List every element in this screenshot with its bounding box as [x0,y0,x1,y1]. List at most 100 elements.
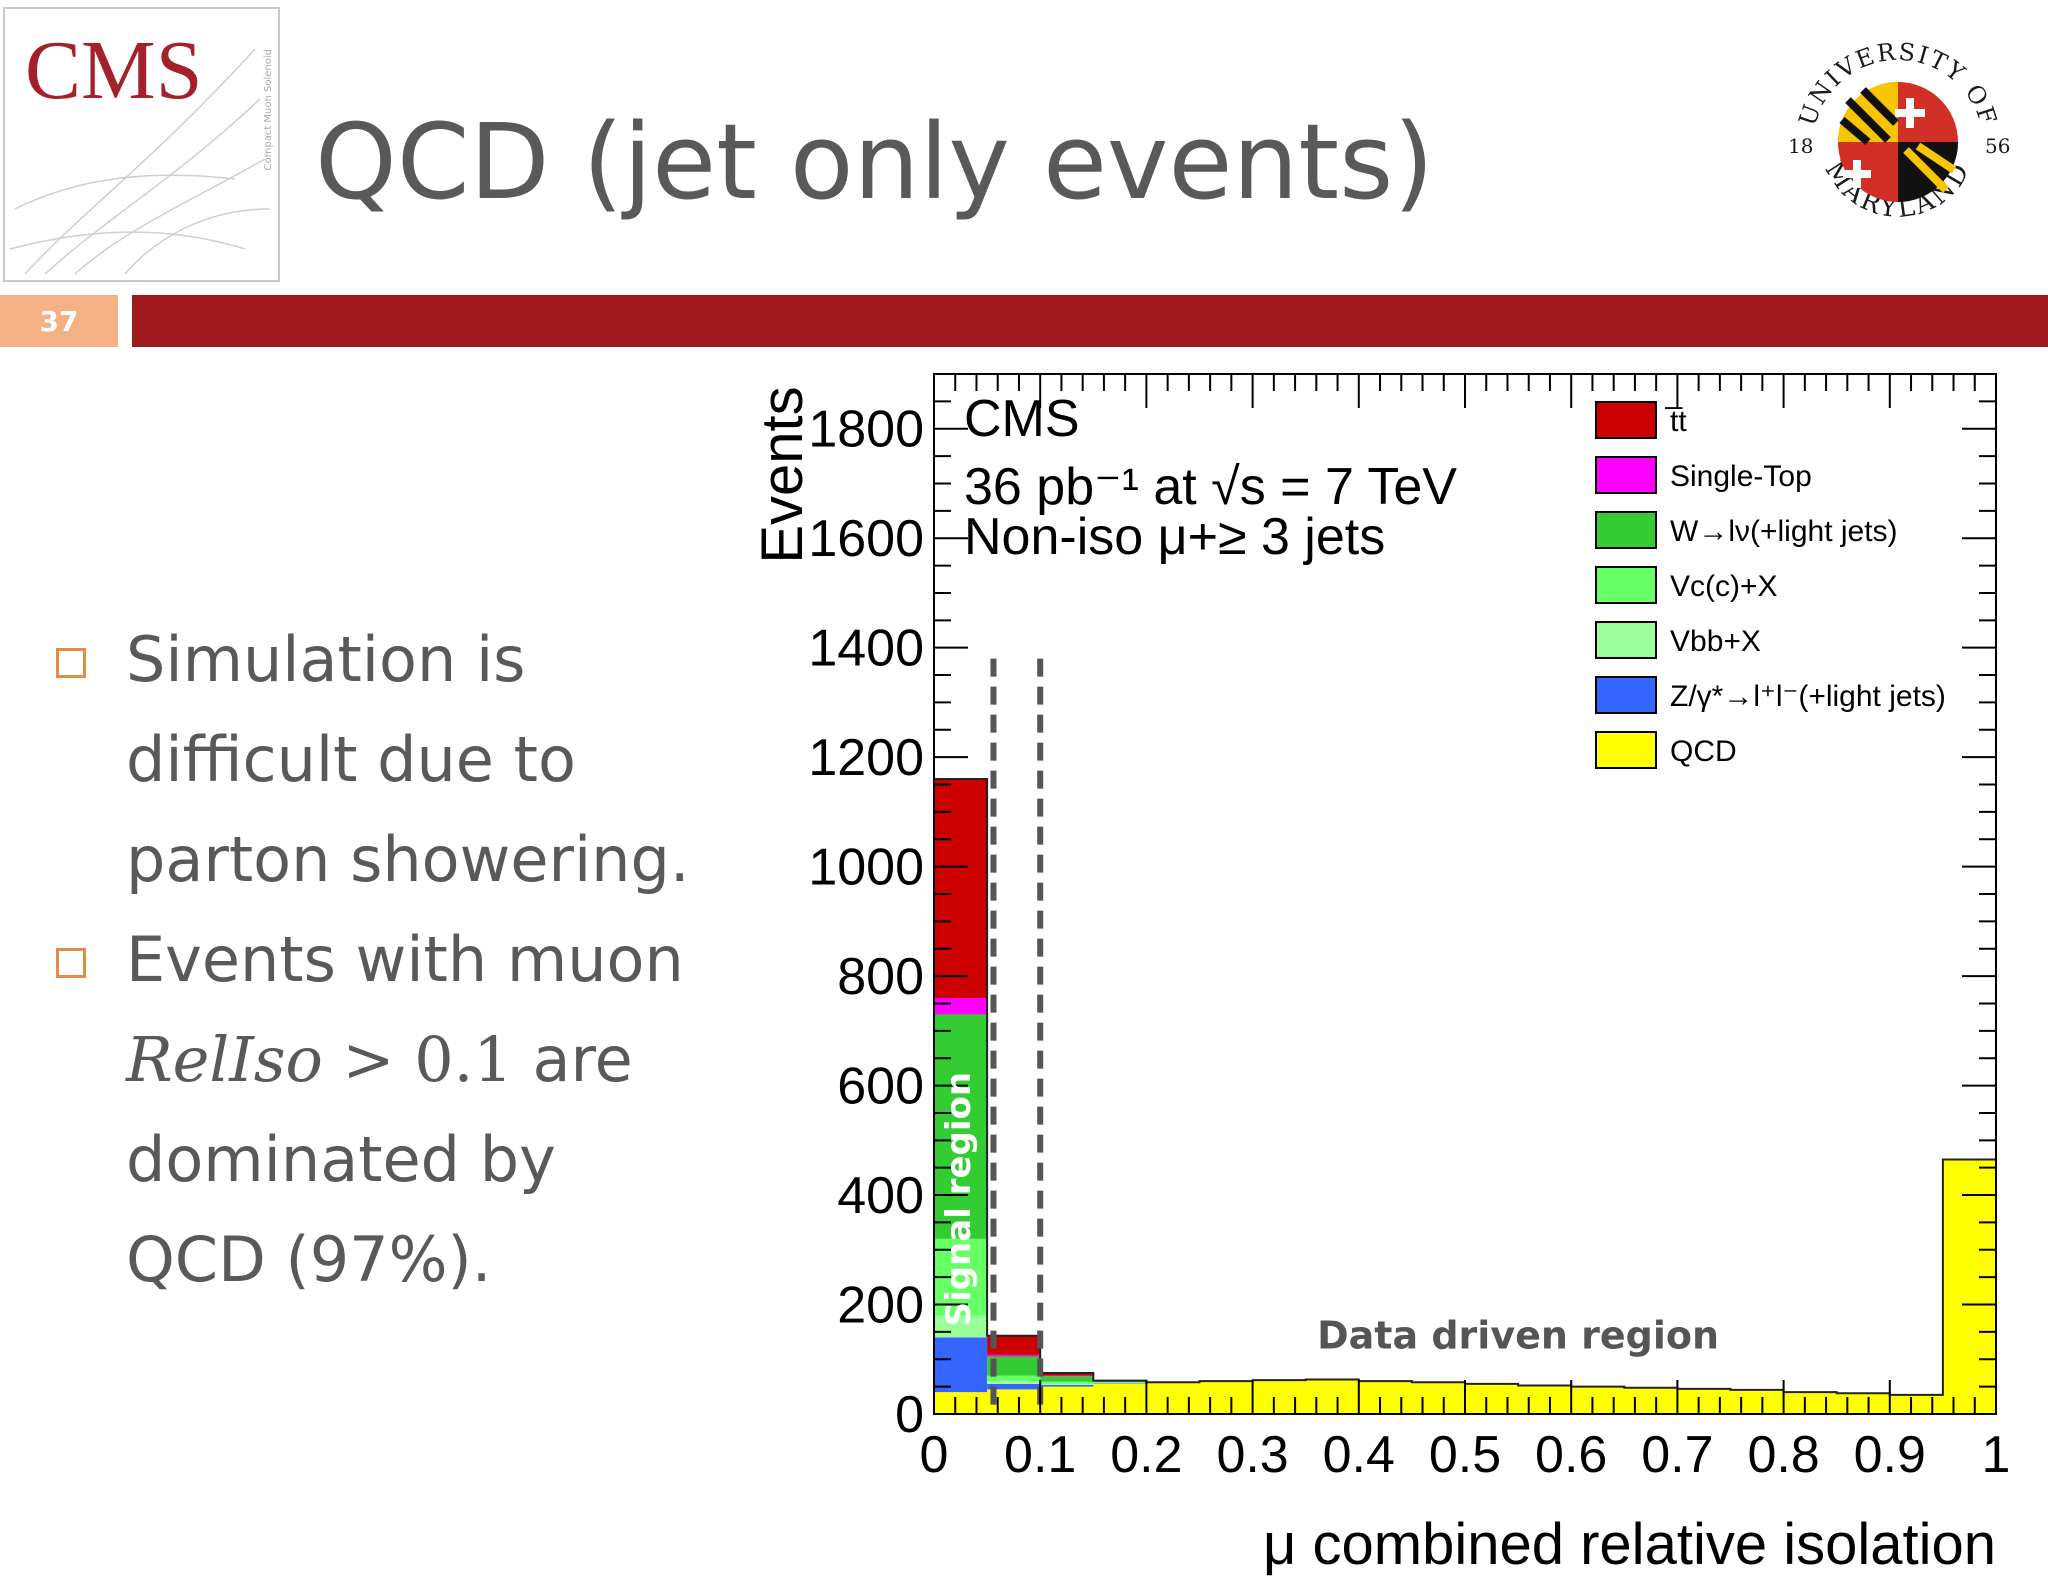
histogram-bar [1677,1388,1731,1414]
legend-swatch [1595,731,1657,769]
histogram-bar [987,1381,1041,1384]
y-tick-label: 0 [895,1386,924,1444]
bullet-line: parton showering. [126,823,690,896]
histogram-bar [1889,1394,1943,1414]
slide-number: 37 [0,295,118,347]
histogram-bar [987,1354,1041,1357]
x-tick-labels: 0 0.1 0.2 0.3 0.4 0.5 0.6 0.7 0.8 0.9 1 [920,1426,2011,1484]
bullet-line: dominated by [126,1123,556,1196]
histogram-bar [1040,1372,1094,1376]
histogram-bar [934,1337,988,1393]
bullet-line: difficult due to [126,723,576,796]
math-variable: RelIso [126,1023,323,1096]
histogram-bar [1040,1381,1094,1384]
seal-right-year: 56 [1985,134,2010,158]
histogram-bar [1571,1386,1625,1414]
legend-swatch [1595,456,1657,494]
x-axis-label: μ combined relative isolation [1263,1512,1996,1577]
histogram-bar [987,1335,1041,1355]
x-tick-label: 0.8 [1747,1426,1819,1484]
histogram-bar [1040,1383,1094,1385]
y-tick-label: 1000 [808,839,924,897]
bullet-line: Events with muon [126,923,684,996]
y-tick-label: 800 [837,948,924,1006]
histogram-bar [1093,1382,1147,1383]
bullet-list: Simulation is difficult due to parton sh… [52,610,732,1310]
histogram-bar [1093,1382,1147,1384]
legend-swatch [1595,676,1657,714]
university-seal: UNIVERSITY OF MARYLAND 18 56 [1788,38,2010,225]
legend-label: Z/γ*→l⁺l⁻(+light jets) [1670,680,1946,713]
y-tick-label: 400 [837,1167,924,1225]
cms-logo-text: CMS [25,24,203,117]
y-tick-label: 200 [837,1277,924,1335]
histogram-bar [1624,1387,1678,1414]
y-tick-label: 1800 [808,401,924,459]
histogram-bar [1040,1386,1094,1414]
bullet-line: Simulation is [126,623,526,696]
seal-emblem [1838,82,1958,202]
legend-swatch [1595,511,1657,549]
bullet-item: Events with muon RelIso > 0.1 are domina… [52,910,732,1310]
histogram-bar [987,1356,1041,1376]
bullet-marker [56,648,86,678]
histogram-bar [1199,1381,1253,1414]
seal-left-year: 18 [1788,134,1813,158]
histogram-bar [1093,1383,1147,1384]
histogram-bar [934,1014,988,1239]
histogram-bar [934,1392,988,1414]
histogram-bar [1305,1379,1359,1414]
histogram-bar [987,1375,1041,1382]
histogram-bar [1093,1383,1147,1414]
legend-swatch [1595,401,1657,439]
x-tick-label: 0.5 [1429,1426,1501,1484]
histogram-bar [1518,1385,1572,1414]
lumi-label: 36 pb⁻¹ at √s = 7 TeV [964,458,1457,516]
histogram-bar [987,1383,1041,1390]
legend-label: Vc(c)+X [1670,570,1778,603]
histogram-bar [1093,1381,1147,1383]
histogram-bar [1942,1159,1996,1414]
histogram-bar [1465,1383,1519,1414]
y-tick-label: 1600 [808,510,924,568]
legend-label: t̅t [1665,405,1688,438]
x-tick-label: 0.7 [1641,1426,1713,1484]
histogram-bar [1411,1382,1465,1414]
histogram-bar [1040,1375,1094,1377]
math-comparison: > 0.1 [322,1023,513,1096]
histogram-bars [933,778,1997,1414]
histogram-bar [1730,1389,1784,1414]
legend-swatch [1595,566,1657,604]
y-tick-label: 600 [837,1058,924,1116]
data-driven-region-label: Data driven region [1317,1313,1719,1357]
chart-legend: t̅t Single-Top W→lν(+light jets) Vc(c)+X Vbb… [1595,401,1946,769]
x-tick-label: 0.6 [1535,1426,1607,1484]
legend-label: QCD [1670,735,1737,768]
x-tick-label: 0.2 [1110,1426,1182,1484]
bullet-line: are [512,1023,633,1096]
histogram-bar [1358,1381,1412,1414]
y-tick-label: 1400 [808,620,924,678]
bullet-marker [56,948,86,978]
legend-label: Vbb+X [1670,625,1761,658]
histogram-bar [934,998,988,1015]
cms-logo: CMS Compact Muon Solenoid [3,7,280,282]
x-tick-label: 0.1 [1004,1426,1076,1484]
histogram-bar [1040,1376,1094,1382]
slide-title: QCD (jet only events) [315,101,1434,223]
x-tick-label: 0.3 [1216,1426,1288,1484]
title-accent-bar [132,295,2048,347]
legend-swatch [1595,621,1657,659]
isolation-histogram: 0 200 400 600 800 1000 1200 1400 1600 1800 0 0.1 0.… [750,373,2011,1577]
selection-label: Non-iso μ+≥ 3 jets [964,508,1385,566]
x-tick-label: 0.9 [1854,1426,1926,1484]
x-tick-label: 0.4 [1323,1426,1395,1484]
bullet-item: Simulation is difficult due to parton sh… [52,610,732,910]
histogram-bar [1040,1384,1094,1387]
histogram-bar [1836,1393,1890,1414]
cms-logo-lines [9,48,271,275]
cms-logo-subtext: Compact Muon Solenoid [263,49,274,171]
axis-ticks [933,373,1997,1415]
x-tick-label: 1 [1982,1426,2011,1484]
y-axis-label: Events [750,386,815,563]
